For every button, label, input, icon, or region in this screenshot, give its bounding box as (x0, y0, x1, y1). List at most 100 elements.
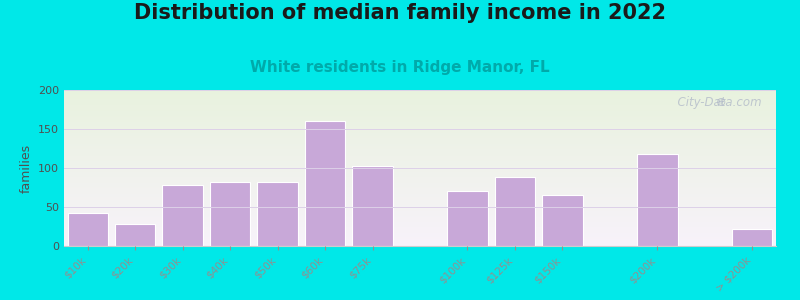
Bar (64, 123, 776, 124)
Bar (64, 150, 776, 151)
Bar (64, 145, 776, 146)
Bar (494, 177, 535, 246)
Bar (64, 92, 776, 93)
Bar (64, 178, 776, 179)
Bar (64, 108, 776, 109)
Text: City-Data.com: City-Data.com (670, 96, 762, 109)
Bar (64, 129, 776, 130)
Bar (64, 188, 776, 189)
Bar (64, 224, 776, 225)
Bar (64, 191, 776, 192)
Bar (64, 110, 776, 111)
Bar (64, 112, 776, 113)
Bar (64, 195, 776, 196)
Bar (64, 99, 776, 100)
Bar (64, 149, 776, 150)
Bar (64, 239, 776, 240)
Bar (64, 117, 776, 118)
Bar (64, 131, 776, 132)
Bar (64, 244, 776, 245)
Bar (64, 179, 776, 180)
Bar (64, 238, 776, 239)
Bar (64, 243, 776, 244)
Bar (352, 167, 393, 246)
Bar (64, 211, 776, 212)
Bar (64, 189, 776, 190)
Bar (64, 208, 776, 209)
Bar (64, 166, 776, 167)
Bar (64, 164, 776, 165)
Bar (64, 153, 776, 154)
Bar (64, 197, 776, 198)
Bar (64, 121, 776, 122)
Bar (64, 241, 776, 242)
Bar (64, 207, 776, 208)
Bar (64, 124, 776, 125)
Bar (64, 104, 776, 105)
Bar (64, 194, 776, 195)
Bar (64, 170, 776, 171)
Bar (64, 143, 776, 144)
Bar (162, 185, 203, 246)
Bar (64, 172, 776, 173)
Bar (64, 182, 776, 183)
Bar (64, 173, 776, 174)
Bar (64, 127, 776, 128)
Bar (64, 159, 776, 160)
Bar (64, 157, 776, 158)
Bar (64, 210, 776, 211)
Bar (64, 221, 776, 222)
Bar (64, 169, 776, 170)
Bar (64, 175, 776, 176)
Bar (64, 137, 776, 138)
Bar (64, 228, 776, 229)
Bar (64, 201, 776, 202)
Bar (64, 206, 776, 207)
Bar (64, 151, 776, 152)
Bar (64, 97, 776, 98)
Bar (64, 95, 776, 96)
Bar (64, 93, 776, 94)
Bar (64, 162, 776, 163)
Bar (64, 161, 776, 162)
Bar (64, 216, 776, 217)
Bar (64, 205, 776, 206)
Bar (64, 196, 776, 197)
Bar (64, 177, 776, 178)
Bar (637, 154, 678, 246)
Bar (64, 174, 776, 175)
Bar (64, 215, 776, 216)
Bar (64, 236, 776, 237)
Bar (64, 111, 776, 112)
Bar (64, 165, 776, 166)
Bar (64, 109, 776, 110)
Bar (64, 231, 776, 232)
Bar (64, 223, 776, 224)
Bar (64, 176, 776, 177)
Bar (542, 195, 582, 246)
Y-axis label: families: families (19, 143, 33, 193)
Bar (64, 214, 776, 215)
Bar (64, 107, 776, 108)
Bar (64, 240, 776, 241)
Bar (64, 94, 776, 95)
Bar (64, 119, 776, 120)
Bar (64, 184, 776, 185)
Bar (64, 142, 776, 143)
Bar (64, 154, 776, 155)
Bar (64, 152, 776, 153)
Bar (64, 90, 776, 91)
Bar (64, 225, 776, 226)
Bar (64, 101, 776, 102)
Bar (64, 130, 776, 131)
Bar (64, 134, 776, 135)
Bar (64, 229, 776, 230)
Bar (64, 222, 776, 223)
Bar (64, 133, 776, 134)
Bar (64, 245, 776, 246)
Bar (64, 233, 776, 234)
Bar (64, 158, 776, 159)
Bar (64, 102, 776, 103)
Bar (64, 135, 776, 136)
Bar (64, 126, 776, 127)
